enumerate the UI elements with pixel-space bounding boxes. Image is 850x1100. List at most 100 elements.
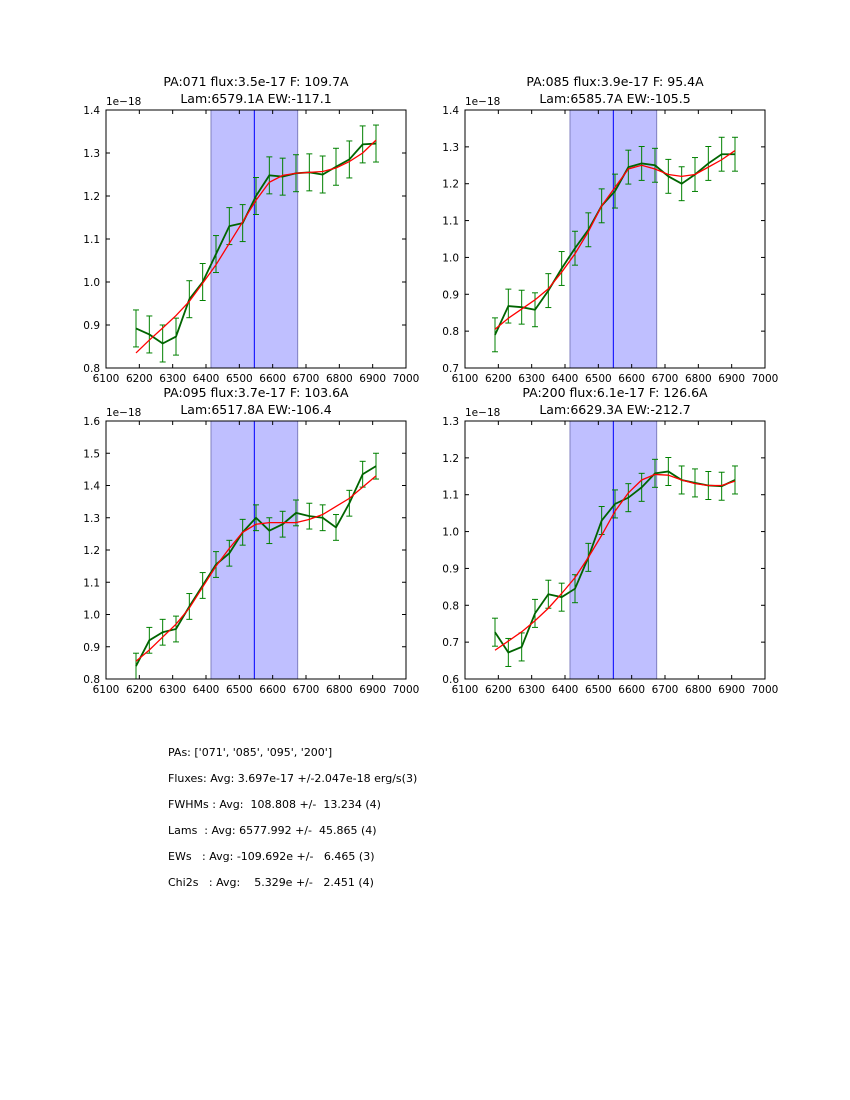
x-tick-label: 6600 [259, 684, 286, 696]
model-series-line [494, 473, 736, 651]
y-tick-label: 1.1 [442, 216, 459, 228]
x-tick-label: 6500 [585, 373, 612, 385]
y-tick-label: 1.3 [83, 513, 100, 525]
y-tick-label: 0.8 [442, 600, 459, 612]
stats-chi2s: Chi2s : Avg: 5.329e +/- 2.451 (4) [168, 876, 374, 889]
y-tick-label: 0.9 [442, 289, 459, 301]
y-tick-label: 0.8 [442, 326, 459, 338]
x-tick-label: 6900 [359, 373, 386, 385]
subplot-title: Lam:6585.7A EW:-105.5 [539, 91, 690, 106]
data-series-line [135, 142, 377, 345]
x-tick-label: 7000 [752, 684, 779, 696]
stats-lams: Lams : Avg: 6577.992 +/- 45.865 (4) [168, 824, 377, 837]
x-tick-label: 6500 [226, 373, 253, 385]
y-offset-label: 1e−18 [106, 407, 141, 419]
y-tick-label: 1.4 [83, 105, 100, 117]
y-tick-label: 1.3 [442, 416, 459, 428]
subplot-title: Lam:6579.1A EW:-117.1 [180, 91, 331, 106]
data-series-line [494, 470, 736, 654]
x-tick-label: 6700 [293, 684, 320, 696]
subplot-title: PA:200 flux:6.1e-17 F: 126.6A [522, 385, 708, 400]
y-tick-label: 1.4 [83, 481, 100, 493]
y-tick-label: 0.7 [442, 363, 459, 375]
y-tick-label: 0.9 [442, 563, 459, 575]
x-tick-label: 7000 [393, 684, 420, 696]
y-tick-label: 1.1 [83, 577, 100, 589]
axes-frame [464, 420, 766, 680]
x-tick-label: 6400 [193, 684, 220, 696]
y-tick-label: 1.0 [83, 610, 100, 622]
x-tick-label: 6600 [618, 373, 645, 385]
x-tick-label: 6100 [93, 373, 120, 385]
x-tick-label: 6700 [652, 684, 679, 696]
y-tick-label: 0.7 [442, 637, 459, 649]
y-tick-label: 0.8 [83, 363, 100, 375]
model-series-line [135, 475, 377, 662]
x-tick-label: 6600 [618, 684, 645, 696]
x-tick-label: 6300 [518, 373, 545, 385]
x-tick-label: 6800 [326, 373, 353, 385]
y-tick-label: 1.0 [442, 527, 459, 539]
subplot-title: PA:071 flux:3.5e-17 F: 109.7A [163, 74, 349, 89]
model-series-line [494, 150, 736, 330]
x-tick-label: 7000 [393, 373, 420, 385]
subplot-title: PA:095 flux:3.7e-17 F: 103.6A [163, 385, 349, 400]
y-tick-label: 1.0 [442, 252, 459, 264]
y-tick-label: 1.1 [83, 234, 100, 246]
subplot-1: 6100 6200 6300 6400 6500 6600 6700 6800 6900 7000… [83, 74, 419, 385]
x-tick-label: 6200 [485, 373, 512, 385]
y-offset-label: 1e−18 [465, 96, 500, 108]
x-tick-label: 6500 [585, 684, 612, 696]
x-tick-label: 6300 [159, 373, 186, 385]
x-tick-label: 6600 [259, 373, 286, 385]
stats-ews: EWs : Avg: -109.692e +/- 6.465 (3) [168, 850, 375, 863]
x-tick-label: 6300 [518, 684, 545, 696]
x-tick-label: 6500 [226, 684, 253, 696]
x-tick-label: 6200 [126, 684, 153, 696]
y-tick-label: 1.2 [442, 453, 459, 465]
x-tick-label: 7000 [752, 373, 779, 385]
y-tick-label: 1.3 [442, 142, 459, 154]
x-tick-label: 6400 [552, 373, 579, 385]
x-tick-label: 6100 [93, 684, 120, 696]
y-tick-label: 0.9 [83, 320, 100, 332]
subplot-title: Lam:6517.8A EW:-106.4 [180, 402, 331, 417]
y-tick-label: 1.0 [83, 277, 100, 289]
y-tick-label: 1.5 [83, 448, 100, 460]
subplot-4: 6100 6200 6300 6400 6500 6600 6700 6800 6900 7000… [442, 385, 778, 696]
y-offset-label: 1e−18 [465, 407, 500, 419]
y-tick-label: 0.8 [83, 674, 100, 686]
y-tick-label: 0.6 [442, 674, 459, 686]
y-offset-label: 1e−18 [106, 96, 141, 108]
y-tick-label: 0.9 [83, 642, 100, 654]
x-tick-label: 6900 [359, 684, 386, 696]
stats-pas: PAs: ['071', '085', '095', '200'] [168, 746, 333, 759]
x-tick-label: 6900 [718, 684, 745, 696]
data-series-line [135, 465, 377, 667]
y-tick-label: 1.2 [83, 191, 100, 203]
subplot-3: 6100 6200 6300 6400 6500 6600 6700 6800 6900 7000… [83, 385, 419, 696]
y-tick-label: 1.4 [442, 105, 459, 117]
x-tick-label: 6700 [293, 373, 320, 385]
y-tick-label: 1.6 [83, 416, 100, 428]
model-series-line [135, 139, 377, 354]
x-tick-label: 6800 [326, 684, 353, 696]
y-tick-label: 1.2 [83, 545, 100, 557]
subplot-title: PA:085 flux:3.9e-17 F: 95.4A [526, 74, 704, 89]
x-tick-label: 6300 [159, 684, 186, 696]
x-tick-label: 6400 [552, 684, 579, 696]
subplot-2: 6100 6200 6300 6400 6500 6600 6700 6800 6900 7000… [442, 74, 778, 385]
x-tick-label: 6200 [485, 684, 512, 696]
summary-stats: PAs: ['071', '085', '095', '200'] Fluxes… [168, 746, 417, 902]
x-tick-label: 6800 [685, 684, 712, 696]
x-tick-label: 6100 [452, 373, 479, 385]
x-tick-label: 6200 [126, 373, 153, 385]
x-tick-label: 6900 [718, 373, 745, 385]
x-tick-label: 6100 [452, 684, 479, 696]
axes-frame [464, 109, 766, 369]
stats-fluxes: Fluxes: Avg: 3.697e-17 +/-2.047e-18 erg/… [168, 772, 418, 785]
x-tick-label: 6800 [685, 373, 712, 385]
y-tick-label: 1.2 [442, 179, 459, 191]
y-tick-label: 1.3 [83, 148, 100, 160]
